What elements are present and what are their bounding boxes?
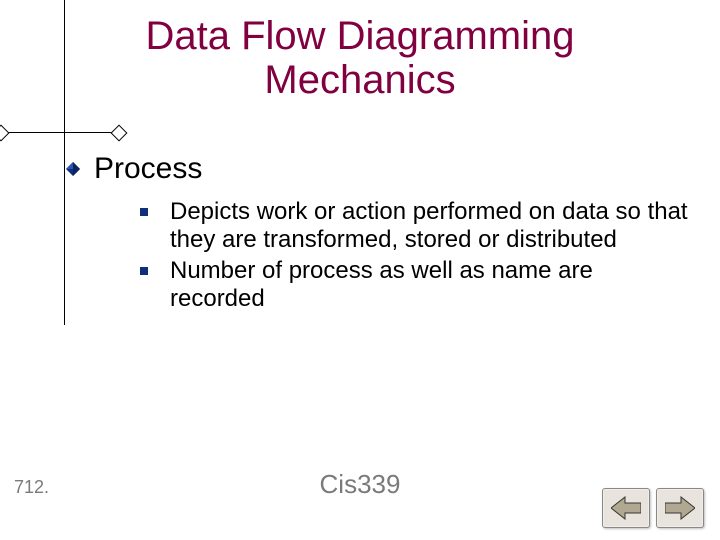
slide-title: Data Flow Diagramming Mechanics — [0, 0, 720, 102]
slide-container: Data Flow Diagramming Mechanics Process … — [0, 0, 720, 540]
prev-button[interactable] — [602, 488, 650, 528]
diamond-bullet-icon — [66, 162, 80, 176]
list-item: Number of process as well as name are re… — [140, 257, 688, 314]
title-line-2: Mechanics — [264, 58, 455, 102]
decor-horizontal-line — [0, 132, 120, 133]
title-line-1: Data Flow Diagramming — [145, 14, 574, 58]
arrow-right-icon — [665, 496, 695, 520]
bullet-list: Depicts work or action performed on data… — [88, 196, 688, 313]
decor-vertical-line — [64, 0, 65, 325]
content-block: Process Depicts work or action performed… — [88, 152, 688, 315]
bullet-text: Depicts work or action performed on data… — [170, 198, 688, 253]
heading-text: Process — [94, 152, 202, 185]
bullet-text: Number of process as well as name are re… — [170, 257, 593, 312]
next-button[interactable] — [656, 488, 704, 528]
square-bullet-icon — [140, 208, 148, 216]
square-bullet-icon — [140, 267, 148, 275]
content-heading: Process — [88, 152, 688, 186]
arrow-left-icon — [611, 496, 641, 520]
list-item: Depicts work or action performed on data… — [140, 198, 688, 255]
nav-button-group — [602, 488, 704, 528]
